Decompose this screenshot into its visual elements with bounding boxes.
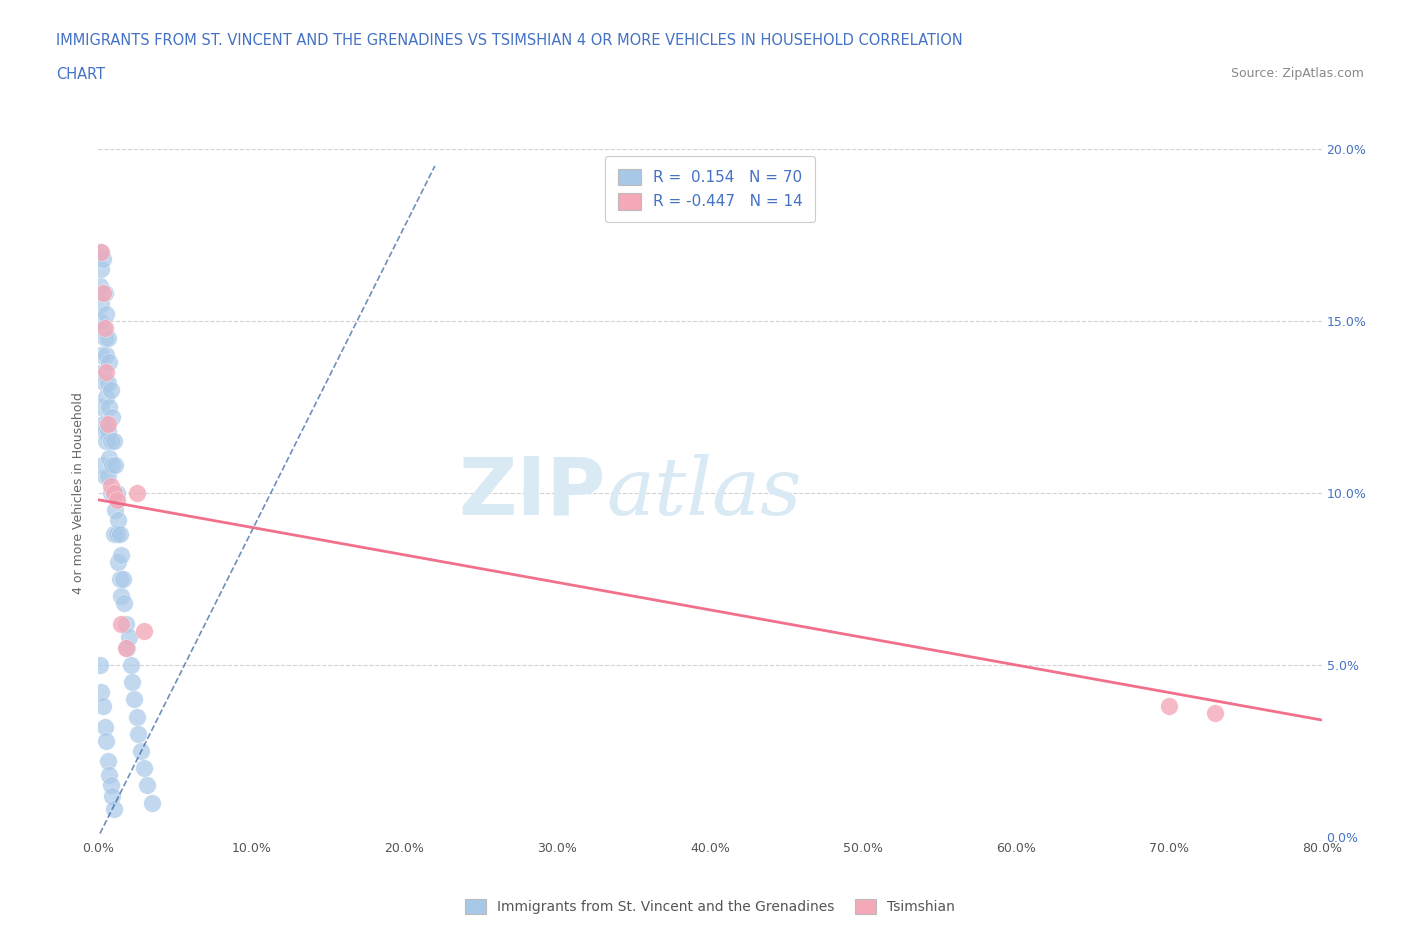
Point: [91, 320, 114, 335]
Point: [94, 733, 117, 748]
Point: [91, 698, 114, 713]
Point: [134, 623, 156, 638]
Point: [127, 726, 149, 741]
Point: [90, 400, 112, 415]
Point: [89, 658, 111, 672]
Point: [103, 485, 125, 500]
Point: [121, 675, 143, 690]
Point: [94, 434, 117, 449]
Point: [101, 458, 124, 472]
Point: [97, 469, 120, 484]
Point: [97, 754, 120, 769]
Point: [1204, 706, 1226, 721]
Point: [100, 434, 122, 449]
Point: [91, 417, 114, 432]
Point: [1157, 698, 1180, 713]
Point: [107, 513, 129, 528]
Legend: Immigrants from St. Vincent and the Grenadines, Tsimshian: Immigrants from St. Vincent and the Gren…: [460, 893, 960, 920]
Point: [93, 286, 115, 300]
Point: [136, 777, 159, 792]
Point: [97, 331, 120, 346]
Point: [90, 348, 112, 363]
Point: [98, 354, 121, 369]
Point: [108, 572, 131, 587]
Point: [104, 458, 127, 472]
Point: [101, 410, 124, 425]
Point: [100, 479, 122, 494]
Point: [125, 485, 148, 500]
Point: [94, 307, 117, 322]
Point: [101, 789, 124, 804]
Point: [93, 423, 115, 438]
Point: [111, 572, 134, 587]
Point: [93, 469, 115, 484]
Point: [120, 658, 142, 672]
Point: [117, 641, 139, 656]
Point: [97, 417, 120, 432]
Point: [110, 589, 132, 604]
Point: [98, 400, 121, 415]
Text: ZIP: ZIP: [458, 454, 606, 532]
Point: [93, 720, 115, 735]
Point: [115, 617, 138, 631]
Point: [97, 423, 120, 438]
Y-axis label: 4 or more Vehicles in Household: 4 or more Vehicles in Household: [72, 392, 86, 594]
Point: [94, 348, 117, 363]
Point: [90, 297, 112, 312]
Point: [110, 617, 132, 631]
Point: [122, 692, 145, 707]
Point: [105, 485, 128, 500]
Point: [98, 451, 121, 466]
Point: [103, 526, 125, 541]
Text: CHART: CHART: [56, 67, 105, 82]
Point: [94, 365, 117, 380]
Point: [104, 503, 127, 518]
Point: [93, 331, 115, 346]
Point: [129, 744, 152, 759]
Point: [94, 389, 117, 404]
Text: Source: ZipAtlas.com: Source: ZipAtlas.com: [1230, 67, 1364, 80]
Point: [100, 485, 122, 500]
Point: [89, 279, 111, 294]
Point: [141, 795, 163, 810]
Point: [110, 548, 132, 563]
Text: IMMIGRANTS FROM ST. VINCENT AND THE GRENADINES VS TSIMSHIAN 4 OR MORE VEHICLES I: IMMIGRANTS FROM ST. VINCENT AND THE GREN…: [56, 33, 963, 47]
Point: [98, 767, 121, 782]
Point: [90, 685, 112, 700]
Point: [100, 382, 122, 397]
Point: [91, 458, 114, 472]
Point: [100, 777, 122, 792]
Point: [107, 554, 129, 569]
Point: [115, 641, 138, 656]
Point: [91, 365, 114, 380]
Point: [93, 376, 115, 391]
Point: [89, 313, 111, 328]
Point: [93, 320, 115, 335]
Point: [108, 526, 131, 541]
Point: [118, 630, 141, 644]
Point: [90, 262, 112, 277]
Point: [105, 492, 128, 507]
Point: [134, 761, 156, 776]
Point: [125, 710, 148, 724]
Point: [89, 245, 111, 259]
Point: [91, 251, 114, 266]
Text: atlas: atlas: [606, 454, 801, 532]
Point: [112, 595, 135, 610]
Point: [91, 286, 114, 300]
Point: [97, 376, 120, 391]
Point: [105, 526, 128, 541]
Point: [103, 485, 125, 500]
Point: [103, 802, 125, 817]
Point: [90, 245, 112, 259]
Point: [103, 434, 125, 449]
